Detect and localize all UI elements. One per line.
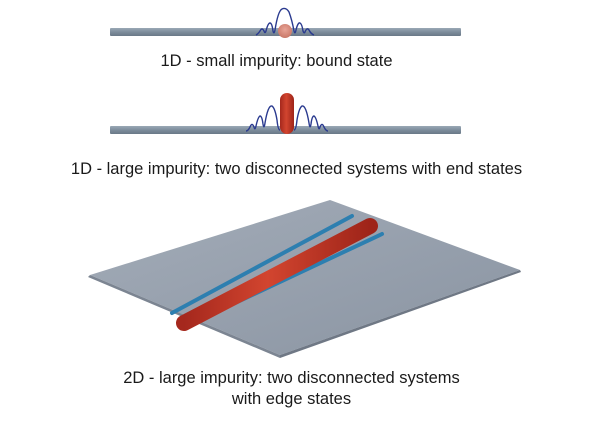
panel-1d-large-impurity <box>110 93 461 134</box>
edge-state-upper <box>170 214 354 315</box>
small-impurity <box>278 24 292 38</box>
panel-2d-large-impurity <box>88 200 521 358</box>
bound-state-wavefunction <box>255 7 315 36</box>
caption-2d-line2: with edge states <box>231 390 352 408</box>
caption-1d-small-impurity: 1D - small impurity: bound state <box>160 52 393 70</box>
2d-sheet <box>90 200 520 355</box>
caption-1d-large-impurity: 1D - large impurity: two disconnected sy… <box>70 160 523 178</box>
caption-2d-line1: 2D - large impurity: two disconnected sy… <box>123 369 460 387</box>
panel-1d-small-impurity <box>110 7 461 38</box>
end-states-wavefunction <box>245 105 281 132</box>
2d-sheet-edge-shade-right <box>280 270 521 358</box>
caption-2d-large-impurity: 2D - large impurity: two disconnected sy… <box>0 368 588 410</box>
impurity-line-2d <box>176 218 378 331</box>
end-states-wavefunction-right <box>293 105 329 132</box>
large-impurity-rod <box>280 93 294 134</box>
